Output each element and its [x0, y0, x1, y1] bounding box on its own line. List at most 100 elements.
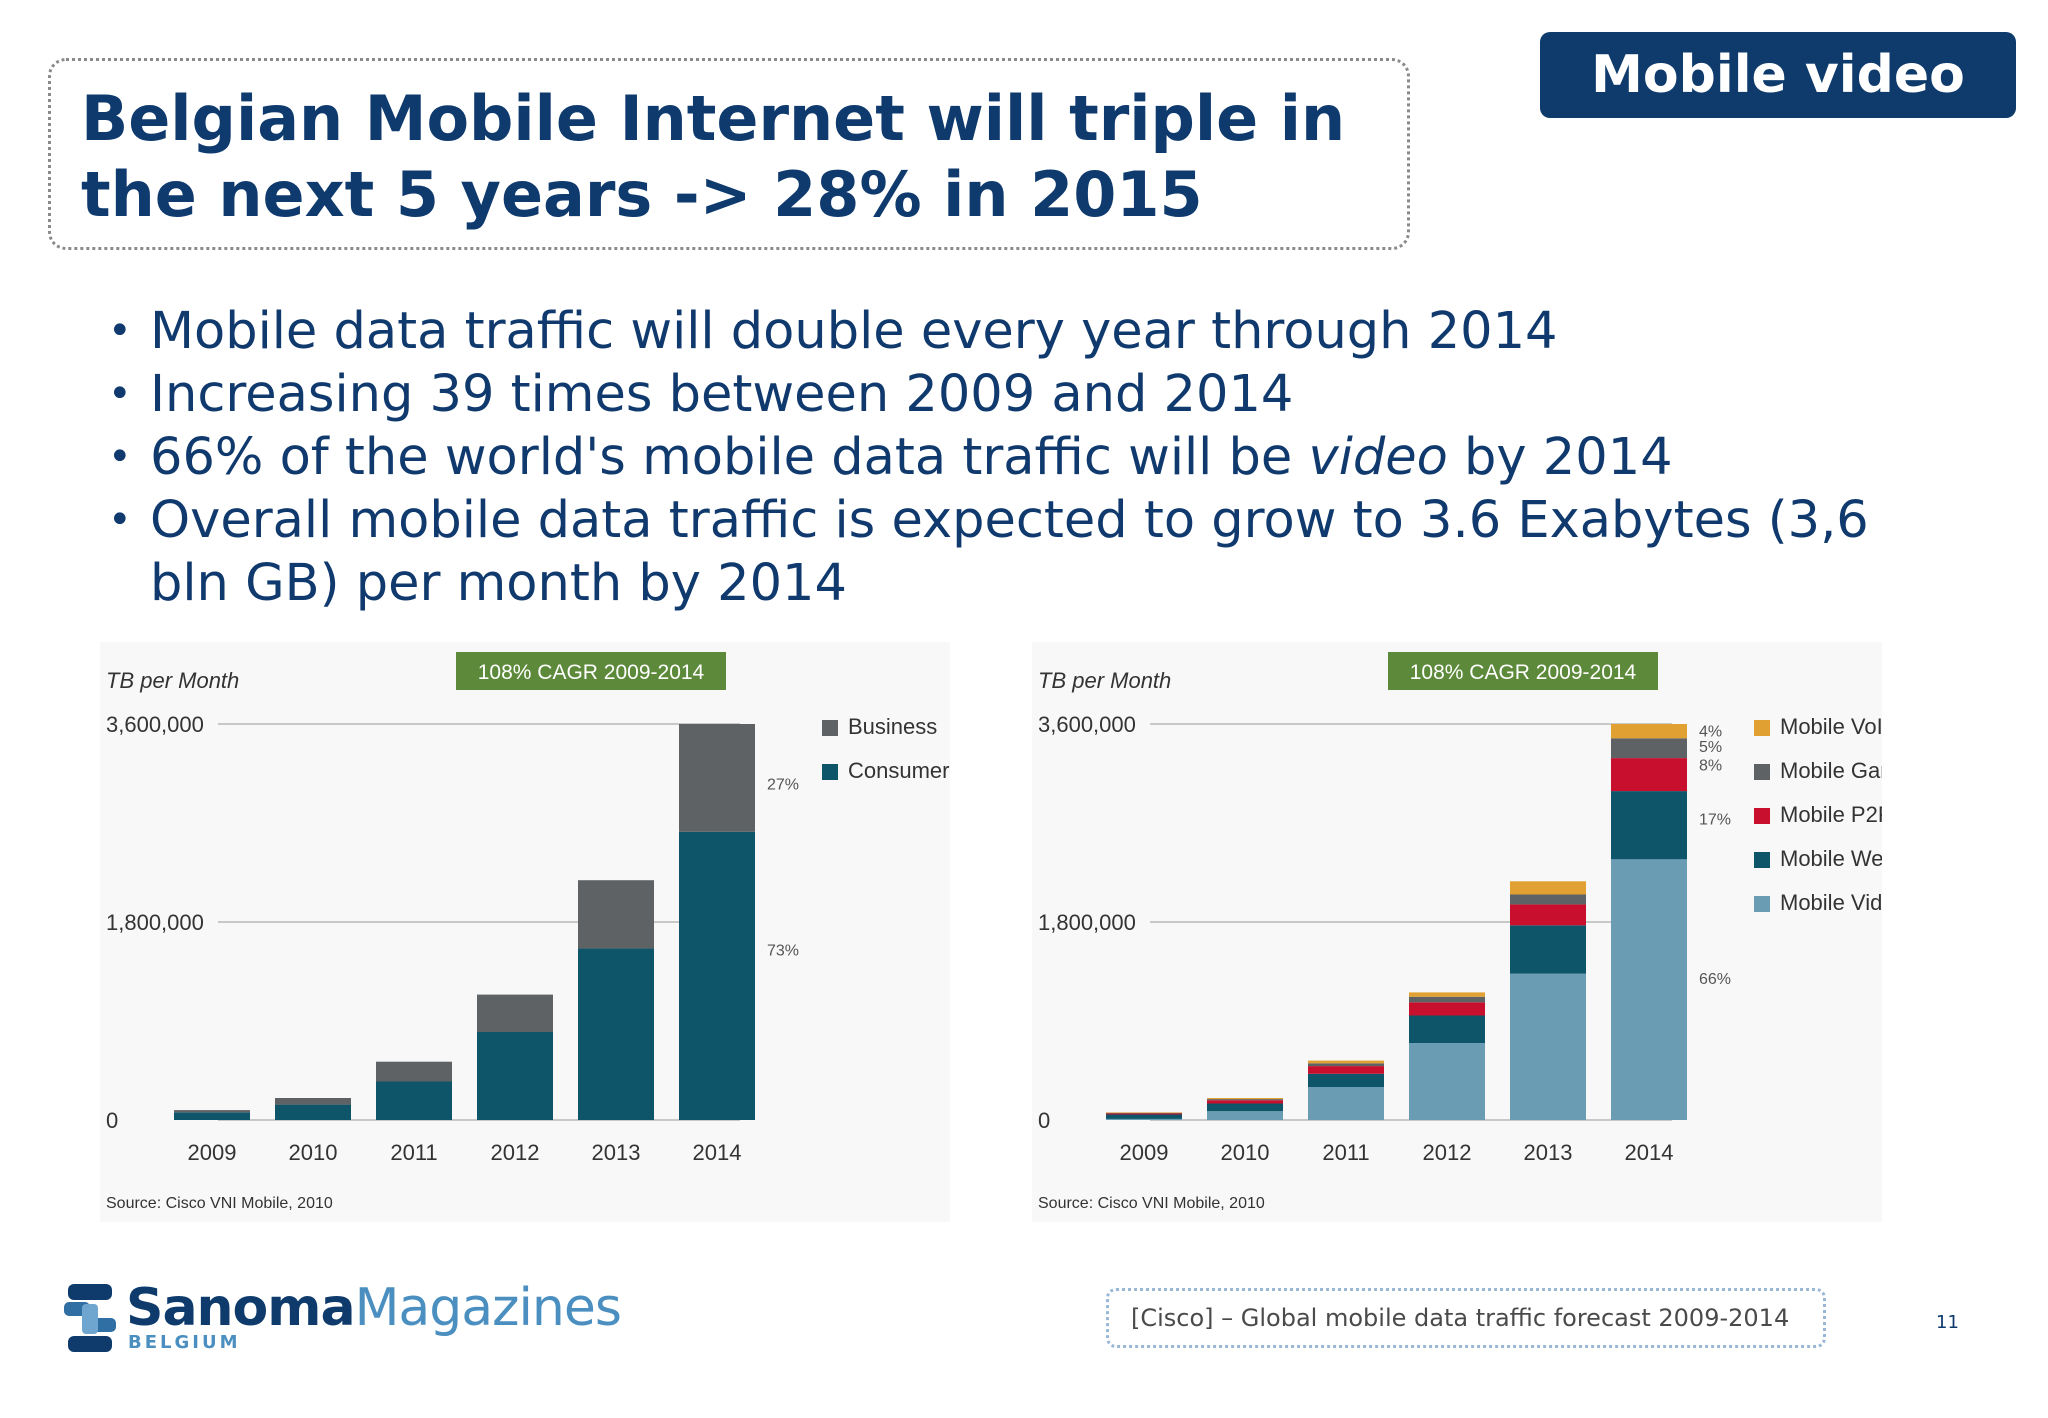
section-tag: Mobile video [1540, 32, 2016, 118]
bar-mobile-p2p-2009 [1106, 1113, 1182, 1115]
bar-mobile-gaming-2009 [1106, 1112, 1182, 1114]
bar-business-2013 [578, 880, 654, 949]
bullet-item: • Overall mobile data traffic is expecte… [108, 489, 2008, 615]
x-tick-label: 2014 [1625, 1140, 1674, 1165]
legend-label-mobile-voip: Mobile VoIP [1780, 714, 1882, 739]
bullet-item: • Mobile data traffic will double every … [108, 300, 2008, 363]
x-tick-label: 2013 [1524, 1140, 1573, 1165]
bullet-glyph: • [108, 371, 132, 417]
legend-swatch-consumer [822, 764, 838, 780]
legend-swatch-mobile-web-data [1754, 852, 1770, 868]
bar-consumer-2009 [174, 1112, 250, 1120]
bar-consumer-2013 [578, 948, 654, 1120]
legend-label-mobile-video: Mobile Video [1780, 890, 1882, 915]
share-annotation: 66% [1699, 971, 1731, 988]
cagr-badge-label: 108% CAGR 2009-2014 [1410, 661, 1637, 684]
bar-mobile-gaming-2014 [1611, 738, 1687, 759]
slide-title-line-2: the next 5 years -> 28% in 2015 [81, 158, 1203, 231]
x-tick-label: 2013 [592, 1140, 641, 1165]
source-caption: [Cisco] – Global mobile data traffic for… [1106, 1288, 1826, 1348]
bar-mobile-p2p-2010 [1207, 1100, 1283, 1104]
sanoma-logo-icon [64, 1284, 116, 1352]
bullet-item: • 66% of the world's mobile data traffic… [108, 426, 2008, 489]
legend-swatch-business [822, 720, 838, 736]
bullet-text: Mobile data traffic will double every ye… [150, 302, 1558, 361]
logo-subtitle: BELGIUM [128, 1332, 241, 1353]
bar-mobile-web-data-2011 [1308, 1073, 1384, 1087]
x-tick-label: 2010 [289, 1140, 338, 1165]
legend-label-mobile-web-data: Mobile Web/Data [1780, 846, 1882, 871]
legend-label-business: Business [848, 714, 937, 739]
cagr-badge [456, 652, 726, 690]
chart-source-note: Source: Cisco VNI Mobile, 2010 [106, 1195, 333, 1212]
bar-mobile-voip-2009 [1106, 1112, 1182, 1113]
bullet-text-italic: video [1308, 428, 1448, 487]
share-annotation: 73% [767, 943, 799, 960]
y-tick-label: 3,600,000 [1038, 712, 1136, 737]
chart-svg-by-application: TB per Month 108% CAGR 2009-2014 0 1,800,00… [1038, 652, 1882, 1212]
logo-word-2: Magazines [354, 1278, 622, 1338]
bullet-glyph: • [108, 308, 132, 354]
bar-consumer-2011 [376, 1081, 452, 1120]
share-annotation: 4% [1699, 724, 1722, 741]
bar-mobile-web-data-2012 [1409, 1015, 1485, 1043]
x-tick-label: 2012 [1423, 1140, 1472, 1165]
bar-mobile-voip-2011 [1308, 1060, 1384, 1064]
cagr-badge-label: 108% CAGR 2009-2014 [478, 661, 705, 684]
bar-mobile-p2p-2014 [1611, 758, 1687, 792]
chart-svg-consumer-business: TB per Month 108% CAGR 2009-2014 0 1,800,00… [106, 652, 949, 1212]
legend-swatch-mobile-voip [1754, 720, 1770, 736]
bar-business-2009 [174, 1110, 250, 1113]
bar-consumer-2014 [679, 831, 755, 1120]
bullet-text-after: by 2014 [1447, 428, 1673, 487]
logo-word-1: Sanoma [126, 1278, 356, 1338]
title-box: Belgian Mobile Internet will triple in t… [48, 58, 1410, 250]
bar-mobile-gaming-2011 [1308, 1063, 1384, 1067]
bar-mobile-voip-2013 [1510, 881, 1586, 895]
x-tick-label: 2014 [693, 1140, 742, 1165]
bar-mobile-web-data-2013 [1510, 925, 1586, 974]
bar-mobile-web-data-2010 [1207, 1103, 1283, 1112]
logo-wordmark: SanomaMagazines [126, 1278, 622, 1338]
x-tick-label: 2012 [491, 1140, 540, 1165]
bullet-item: • Increasing 39 times between 2009 and 2… [108, 363, 2008, 426]
legend-swatch-mobile-video [1754, 896, 1770, 912]
y-tick-label: 0 [1038, 1108, 1050, 1133]
bar-mobile-gaming-2010 [1207, 1099, 1283, 1101]
chart-consumer-business: TB per Month 108% CAGR 2009-2014 0 1,800,00… [100, 642, 950, 1222]
legend-label-consumer: Consumer [848, 758, 949, 783]
sanoma-logo: SanomaMagazines BELGIUM [64, 1278, 622, 1358]
x-tick-label: 2011 [1322, 1140, 1369, 1165]
bar-mobile-gaming-2013 [1510, 894, 1586, 905]
y-tick-label: 1,800,000 [1038, 910, 1136, 935]
legend-label-mobile-p2p: Mobile P2P [1780, 802, 1882, 827]
bar-business-2011 [376, 1061, 452, 1082]
bar-mobile-voip-2012 [1409, 992, 1485, 997]
bar-mobile-web-data-2009 [1106, 1114, 1182, 1119]
bar-mobile-p2p-2011 [1308, 1066, 1384, 1074]
legend-swatch-mobile-gaming [1754, 764, 1770, 780]
share-annotation: 27% [767, 776, 799, 793]
x-tick-label: 2009 [1120, 1140, 1169, 1165]
bar-mobile-p2p-2013 [1510, 904, 1586, 926]
bar-mobile-video-2009 [1106, 1118, 1182, 1120]
y-axis-label: TB per Month [1038, 668, 1171, 693]
bullet-glyph: • [108, 497, 132, 543]
bullet-text: Increasing 39 times between 2009 and 201… [150, 365, 1294, 424]
page-number: 11 [1936, 1312, 1959, 1333]
y-tick-label: 0 [106, 1108, 118, 1133]
bar-mobile-p2p-2012 [1409, 1002, 1485, 1016]
cagr-badge [1388, 652, 1658, 690]
y-tick-label: 3,600,000 [106, 712, 204, 737]
bar-mobile-video-2013 [1510, 973, 1586, 1120]
bar-mobile-gaming-2012 [1409, 996, 1485, 1003]
legend-label-mobile-gaming: Mobile Gaming [1780, 758, 1882, 783]
legend-swatch-mobile-p2p [1754, 808, 1770, 824]
bar-consumer-2012 [477, 1032, 553, 1120]
bar-business-2012 [477, 994, 553, 1032]
y-axis-label: TB per Month [106, 668, 239, 693]
share-annotation: 8% [1699, 758, 1722, 775]
bullet-text-before: 66% of the world's mobile data traffic w… [150, 428, 1309, 487]
bar-mobile-video-2010 [1207, 1111, 1283, 1120]
y-tick-label: 1,800,000 [106, 910, 204, 935]
